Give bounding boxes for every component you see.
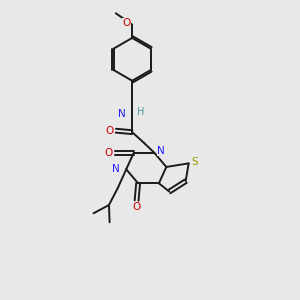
Text: S: S — [192, 157, 199, 167]
Text: H: H — [137, 107, 145, 117]
Text: N: N — [118, 109, 126, 119]
Text: O: O — [123, 18, 131, 28]
Text: N: N — [112, 164, 120, 174]
Text: N: N — [158, 146, 165, 156]
Text: O: O — [133, 202, 141, 212]
Text: O: O — [105, 126, 113, 136]
Text: O: O — [105, 148, 113, 158]
